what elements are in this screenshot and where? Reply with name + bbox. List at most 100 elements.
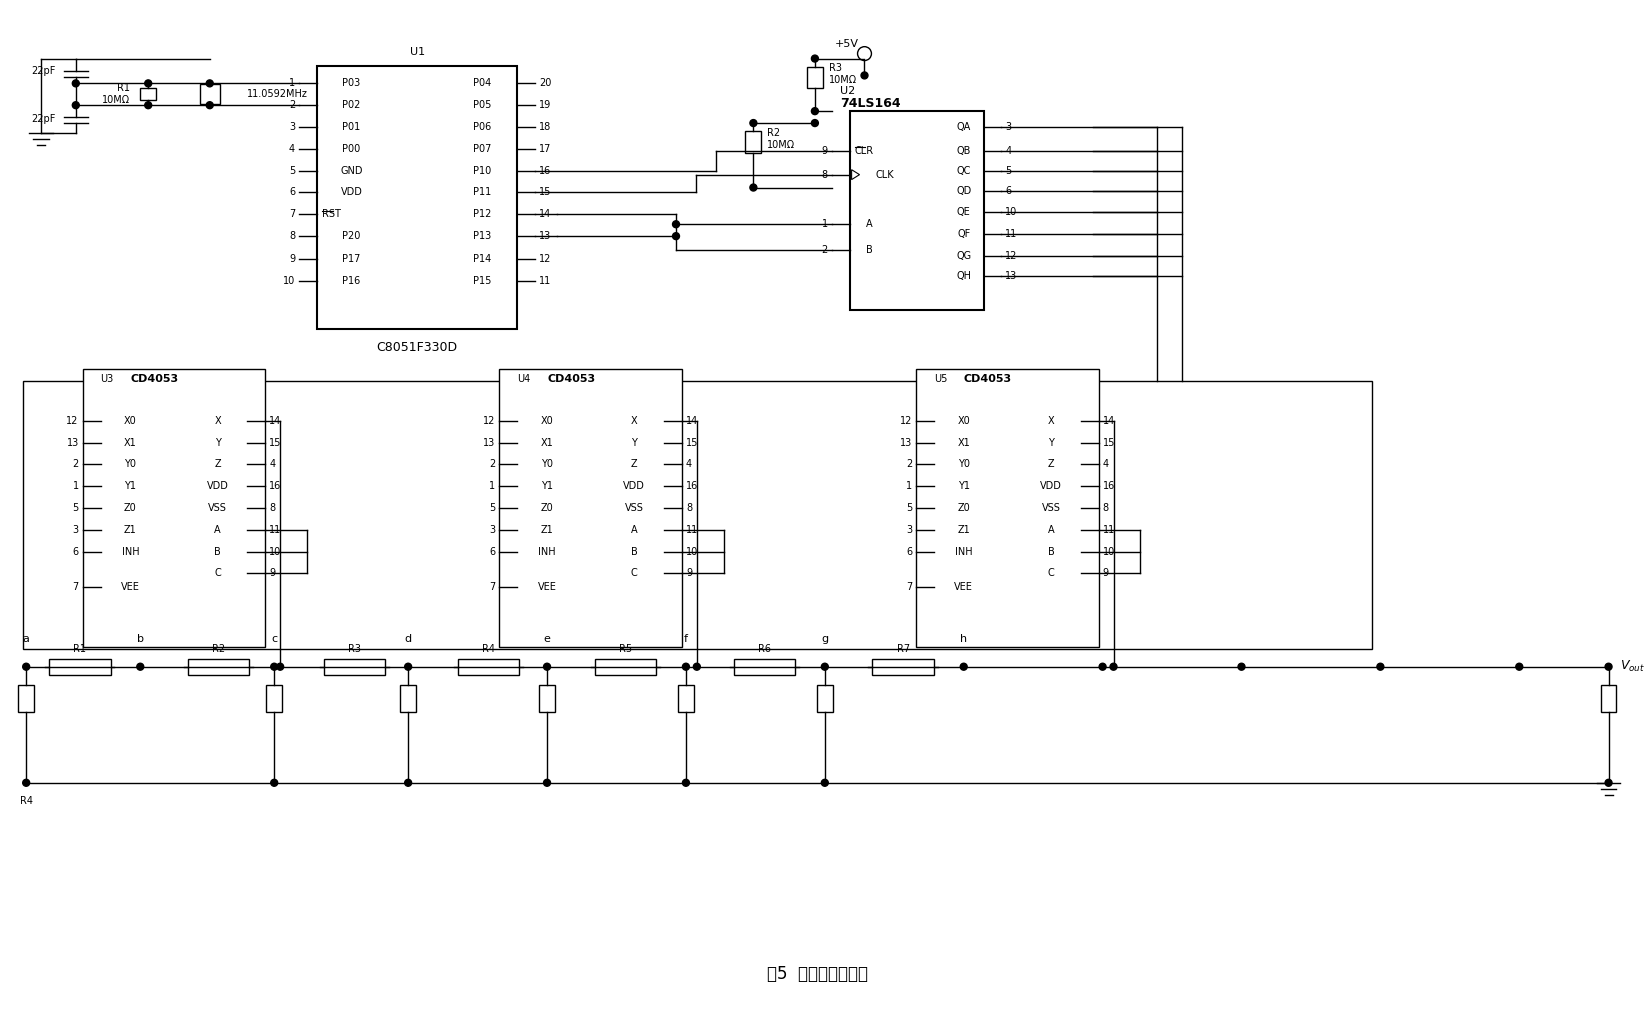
Text: 19: 19 — [540, 100, 551, 110]
Text: X: X — [630, 416, 637, 426]
Bar — [849, 111, 984, 309]
Text: 9: 9 — [821, 146, 828, 156]
Text: 9: 9 — [270, 568, 275, 578]
Text: VEE: VEE — [120, 582, 140, 592]
Bar — [188, 659, 250, 674]
Text: 7: 7 — [489, 582, 495, 592]
Circle shape — [72, 80, 79, 87]
Circle shape — [137, 663, 143, 670]
Text: R1: R1 — [74, 644, 86, 654]
Text: 12: 12 — [482, 416, 495, 426]
Text: QA: QA — [956, 122, 971, 132]
Text: Y0: Y0 — [958, 459, 969, 469]
Text: U1: U1 — [410, 47, 425, 57]
Text: 15: 15 — [686, 438, 698, 448]
Circle shape — [145, 80, 151, 87]
Bar — [23, 381, 1373, 649]
Text: VDD: VDD — [624, 481, 645, 491]
Text: R7: R7 — [897, 644, 910, 654]
Circle shape — [270, 663, 278, 670]
Bar — [540, 684, 555, 713]
Text: 6: 6 — [905, 547, 912, 557]
Text: 2: 2 — [288, 100, 295, 110]
Text: 16: 16 — [1103, 481, 1114, 491]
Text: 11: 11 — [270, 525, 281, 535]
Text: 11.0592MHz: 11.0592MHz — [247, 89, 308, 99]
Text: Z0: Z0 — [958, 503, 969, 513]
Circle shape — [1238, 663, 1244, 670]
Text: P20: P20 — [342, 232, 360, 242]
Text: QF: QF — [956, 229, 971, 240]
Text: R6: R6 — [757, 644, 770, 654]
Circle shape — [821, 663, 828, 670]
Bar — [517, 399, 663, 617]
Circle shape — [751, 184, 757, 191]
Text: 13: 13 — [484, 438, 495, 448]
Bar — [49, 659, 110, 674]
Bar — [734, 659, 795, 674]
Text: R4: R4 — [482, 644, 495, 654]
Text: R3: R3 — [347, 644, 360, 654]
Text: INH: INH — [122, 547, 140, 557]
Text: A: A — [1049, 525, 1055, 535]
Text: P16: P16 — [342, 276, 360, 286]
Bar — [807, 67, 823, 88]
Text: 1: 1 — [72, 481, 79, 491]
Text: 1: 1 — [290, 79, 295, 88]
Circle shape — [693, 663, 700, 670]
Text: B: B — [630, 547, 637, 557]
Text: Y: Y — [1049, 438, 1053, 448]
Circle shape — [145, 102, 151, 108]
Text: Z: Z — [1049, 459, 1055, 469]
Circle shape — [1109, 663, 1118, 670]
Circle shape — [1605, 663, 1611, 670]
Text: 3: 3 — [72, 525, 79, 535]
Circle shape — [811, 108, 818, 114]
Text: 16: 16 — [686, 481, 698, 491]
Text: Z0: Z0 — [540, 503, 553, 513]
Text: g: g — [821, 634, 828, 644]
Text: 4: 4 — [290, 144, 295, 154]
Text: R1: R1 — [117, 83, 130, 93]
Text: 1: 1 — [489, 481, 495, 491]
Bar — [458, 659, 518, 674]
Circle shape — [270, 779, 278, 787]
Text: C8051F330D: C8051F330D — [377, 341, 458, 354]
Bar — [140, 88, 156, 100]
Text: 15: 15 — [1103, 438, 1114, 448]
Text: 11: 11 — [1006, 229, 1017, 240]
Text: a: a — [23, 634, 30, 644]
Text: 20: 20 — [540, 79, 551, 88]
Text: Y1: Y1 — [958, 481, 969, 491]
Text: X: X — [214, 416, 221, 426]
Text: 12: 12 — [540, 254, 551, 264]
Text: QC: QC — [956, 166, 971, 176]
Text: Y0: Y0 — [542, 459, 553, 469]
Text: 10MΩ: 10MΩ — [102, 95, 130, 105]
Circle shape — [277, 663, 283, 670]
Text: P05: P05 — [474, 100, 492, 110]
Text: d: d — [405, 634, 412, 644]
Text: 7: 7 — [905, 582, 912, 592]
Bar — [872, 659, 933, 674]
Text: 2: 2 — [821, 245, 828, 255]
Text: R5: R5 — [619, 644, 632, 654]
Circle shape — [673, 220, 680, 227]
Text: R4: R4 — [20, 796, 33, 806]
Circle shape — [23, 779, 30, 787]
Text: X1: X1 — [123, 438, 137, 448]
Text: 14: 14 — [686, 416, 698, 426]
Text: VDD: VDD — [1040, 481, 1062, 491]
Text: 6: 6 — [489, 547, 495, 557]
Text: INH: INH — [955, 547, 973, 557]
Circle shape — [960, 663, 968, 670]
Text: Z1: Z1 — [540, 525, 553, 535]
Circle shape — [1516, 663, 1523, 670]
Text: R2: R2 — [767, 128, 780, 137]
Text: U2: U2 — [839, 86, 854, 96]
Text: 4: 4 — [1006, 146, 1012, 156]
Bar — [816, 684, 833, 713]
Text: U3: U3 — [100, 374, 114, 384]
Text: 2: 2 — [905, 459, 912, 469]
Text: A: A — [214, 525, 221, 535]
